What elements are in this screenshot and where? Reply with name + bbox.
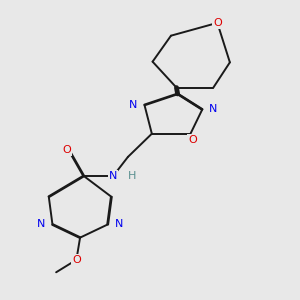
Text: N: N [129,100,138,110]
Text: N: N [115,220,123,230]
Text: O: O [213,18,222,28]
Text: N: N [208,104,217,115]
Text: O: O [72,255,81,265]
Text: O: O [63,145,72,155]
Text: N: N [37,220,46,230]
Text: H: H [128,171,136,181]
Text: O: O [188,135,197,145]
Text: N: N [109,171,117,181]
